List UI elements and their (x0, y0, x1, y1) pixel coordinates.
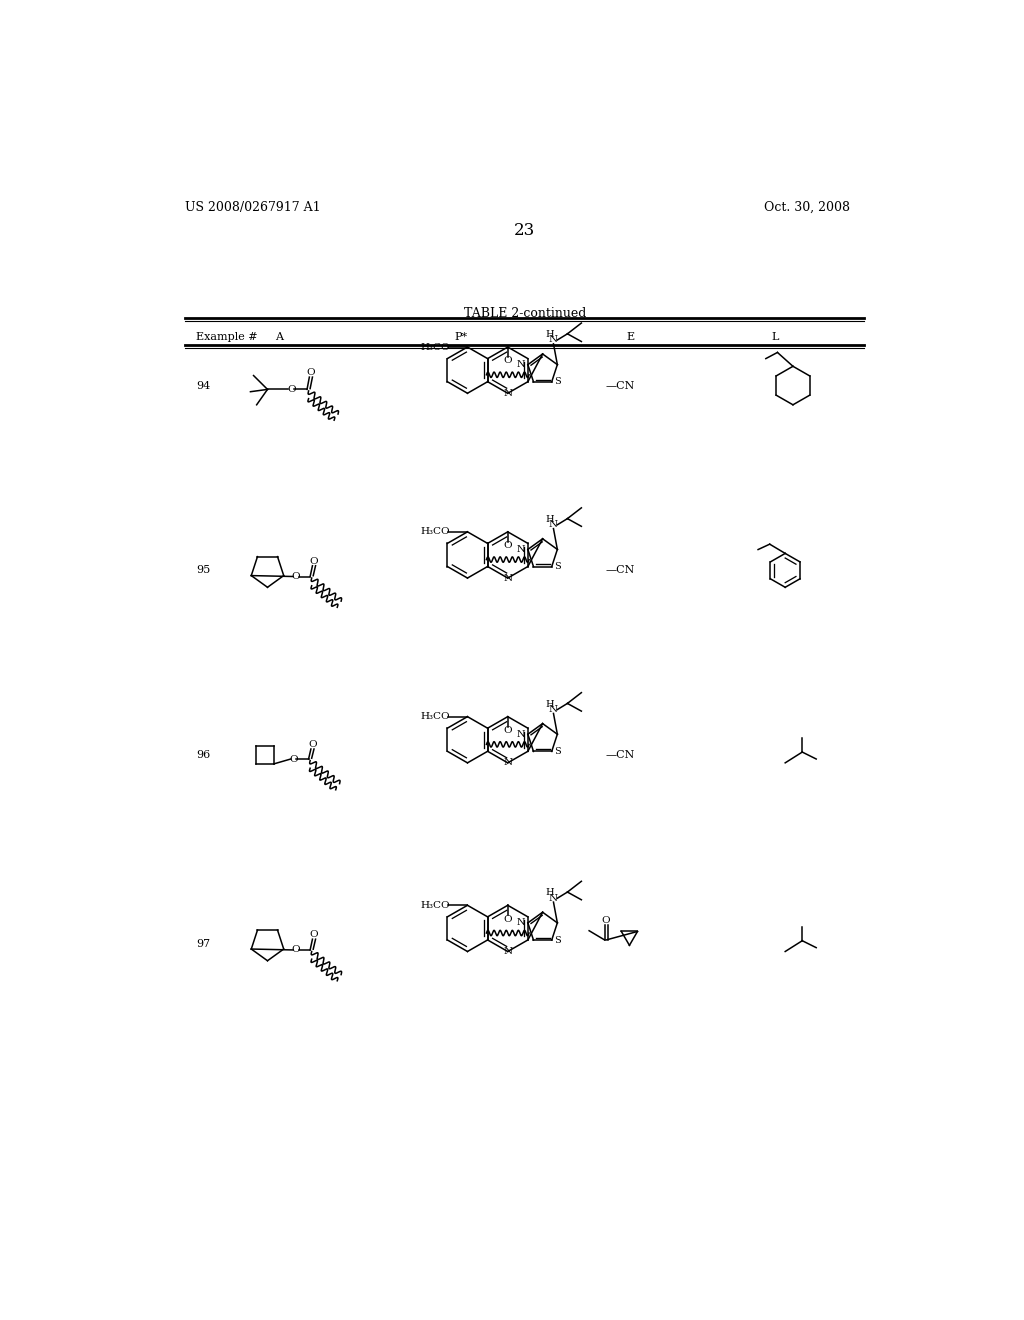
Text: 95: 95 (197, 565, 211, 576)
Text: O: O (292, 945, 300, 954)
Text: H: H (546, 888, 554, 898)
Text: H₃CO: H₃CO (420, 343, 450, 351)
Text: O: O (287, 385, 296, 393)
Text: P*: P* (455, 333, 468, 342)
Text: TABLE 2-continued: TABLE 2-continued (464, 308, 586, 319)
Text: N: N (503, 389, 512, 397)
Text: O: O (292, 572, 300, 581)
Text: O: O (309, 931, 318, 939)
Text: 97: 97 (197, 939, 210, 949)
Text: O: O (309, 557, 318, 565)
Text: L: L (771, 333, 779, 342)
Text: O: O (504, 541, 512, 550)
Text: O: O (306, 368, 315, 378)
Text: E: E (626, 333, 634, 342)
Text: N: N (549, 894, 558, 903)
Text: N: N (517, 360, 525, 370)
Text: O: O (504, 726, 512, 735)
Text: N: N (503, 946, 512, 956)
Text: O: O (290, 755, 298, 763)
Text: H₃CO: H₃CO (420, 528, 450, 536)
Text: S: S (554, 562, 561, 572)
Text: US 2008/0267917 A1: US 2008/0267917 A1 (184, 201, 321, 214)
Text: N: N (549, 520, 558, 529)
Text: Example #: Example # (197, 333, 258, 342)
Text: N: N (503, 759, 512, 767)
Text: O: O (504, 356, 512, 366)
Text: —CN: —CN (605, 750, 635, 760)
Text: H: H (546, 330, 554, 339)
Text: N: N (517, 730, 525, 739)
Text: H₃CO: H₃CO (420, 900, 450, 909)
Text: N: N (517, 545, 525, 554)
Text: O: O (602, 916, 610, 925)
Text: N: N (517, 919, 525, 928)
Text: N: N (503, 574, 512, 582)
Text: N: N (549, 335, 558, 345)
Text: —CN: —CN (605, 380, 635, 391)
Text: 96: 96 (197, 750, 211, 760)
Text: O: O (308, 741, 316, 748)
Text: H: H (546, 515, 554, 524)
Text: S: S (554, 747, 561, 756)
Text: H: H (546, 700, 554, 709)
Text: S: S (554, 936, 561, 945)
Text: O: O (504, 915, 512, 924)
Text: 23: 23 (514, 222, 536, 239)
Text: A: A (275, 333, 283, 342)
Text: Oct. 30, 2008: Oct. 30, 2008 (764, 201, 850, 214)
Text: N: N (549, 705, 558, 714)
Text: H₃CO: H₃CO (420, 713, 450, 721)
Text: 94: 94 (197, 380, 211, 391)
Text: S: S (554, 378, 561, 387)
Text: —CN: —CN (605, 565, 635, 576)
